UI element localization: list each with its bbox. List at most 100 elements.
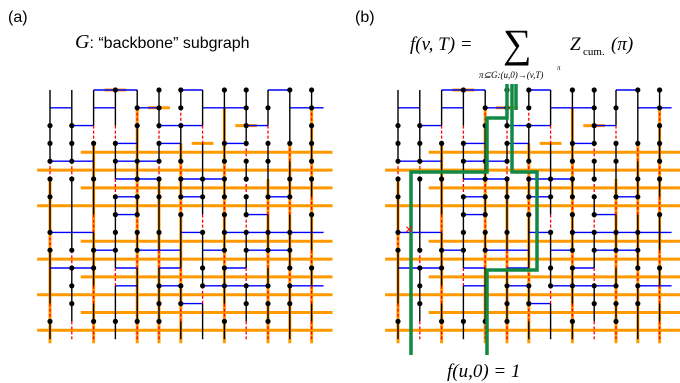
lattice-node xyxy=(417,247,423,253)
lattice-node xyxy=(156,158,162,164)
lattice-node xyxy=(221,247,227,253)
lattice-node xyxy=(69,301,75,307)
lattice-node xyxy=(482,194,488,200)
lattice-node xyxy=(156,176,162,182)
lattice-node xyxy=(613,229,619,235)
lattice-node xyxy=(504,176,510,182)
lattice-node xyxy=(156,123,162,129)
lattice-node xyxy=(69,283,75,289)
lattice-node xyxy=(504,229,510,235)
lattice-node xyxy=(504,140,510,146)
lattice-node xyxy=(591,229,597,235)
lattice-node xyxy=(47,194,53,200)
lattice-node xyxy=(460,140,466,146)
lattice-node xyxy=(309,105,315,111)
lattice-node xyxy=(309,265,315,271)
lattice-node xyxy=(460,247,466,253)
lattice-node xyxy=(69,247,75,253)
lattice-node xyxy=(134,158,140,164)
bottom-formula: f(u,0) = 1 xyxy=(447,361,521,382)
lattice-node xyxy=(657,176,663,182)
lattice-node xyxy=(265,247,271,253)
lattice-node xyxy=(417,140,423,146)
lattice-node xyxy=(47,247,53,253)
lattice-node xyxy=(482,229,488,235)
lattice-node xyxy=(309,158,315,164)
lattice-node xyxy=(156,318,162,324)
lattice-node xyxy=(395,318,401,324)
panel-a-lattice xyxy=(37,87,333,344)
lattice-node xyxy=(460,318,466,324)
lattice-node xyxy=(221,158,227,164)
lattice-node xyxy=(243,105,249,111)
lattice-node xyxy=(395,247,401,253)
lattice-node xyxy=(178,301,184,307)
lattice-node xyxy=(635,247,641,253)
lattice-node xyxy=(591,87,597,93)
lattice-node xyxy=(591,212,597,218)
lattice-node xyxy=(657,140,663,146)
lattice-node xyxy=(243,212,249,218)
lattice-node xyxy=(635,301,641,307)
lattice-node xyxy=(569,176,576,182)
lattice-node xyxy=(395,176,401,182)
lattice-node xyxy=(134,123,140,129)
lattice-node xyxy=(591,158,597,164)
lattice-node xyxy=(156,140,162,146)
lattice-node xyxy=(591,105,597,111)
formula-top: f(v, T) = ∑ π⊆G:(u,0)→(v,T) π Z cum. (π) xyxy=(410,21,633,80)
lattice-node xyxy=(482,105,488,111)
lattice-node xyxy=(613,105,619,111)
lattice-node xyxy=(243,123,249,129)
lattice-node xyxy=(156,87,162,93)
lattice-node xyxy=(221,229,227,235)
lattice-node xyxy=(91,140,97,146)
lattice-node xyxy=(178,87,184,93)
lattice-node xyxy=(134,194,140,200)
lattice-node xyxy=(156,105,162,111)
lattice-node xyxy=(112,212,118,218)
arrow-superscript: π xyxy=(557,64,561,72)
lattice-node xyxy=(243,229,249,235)
lattice-node xyxy=(134,247,140,253)
lattice-node xyxy=(47,176,53,182)
lattice-node xyxy=(112,140,118,146)
lattice-node xyxy=(134,212,140,218)
lattice-node xyxy=(112,194,118,200)
lattice-node xyxy=(439,176,445,182)
lattice-node xyxy=(156,229,162,235)
lattice-node xyxy=(439,140,445,146)
lattice-node xyxy=(243,194,249,200)
lattice-node xyxy=(569,265,576,271)
lattice-node xyxy=(591,301,597,307)
panel-b-label: (b) xyxy=(355,9,375,26)
lattice-node xyxy=(134,229,140,235)
lattice-node xyxy=(591,283,597,289)
lattice-node xyxy=(526,123,532,129)
lattice-node xyxy=(569,212,576,218)
lattice-node xyxy=(395,194,401,200)
lattice-node xyxy=(635,140,641,146)
lattice-node xyxy=(460,158,466,164)
lattice-node xyxy=(309,123,315,129)
lattice-node xyxy=(112,247,118,253)
lattice-node xyxy=(526,283,532,289)
lattice-node xyxy=(591,176,597,182)
lattice-node xyxy=(221,283,227,289)
lattice-node xyxy=(591,194,597,200)
lattice-node xyxy=(178,283,184,289)
lattice-node xyxy=(178,123,184,129)
lattice-node xyxy=(548,229,554,235)
lattice-node xyxy=(526,212,532,218)
lattice-node xyxy=(613,194,619,200)
lattice-node xyxy=(482,247,488,253)
lattice-node xyxy=(591,247,597,253)
lattice-node xyxy=(395,158,401,164)
lattice-nodes xyxy=(47,87,315,324)
backbone-group xyxy=(385,88,680,344)
lattice-node xyxy=(287,265,293,271)
lattice-node xyxy=(112,229,118,235)
lattice-node xyxy=(504,123,510,129)
lattice-node xyxy=(287,247,293,253)
lattice-node xyxy=(243,87,249,93)
